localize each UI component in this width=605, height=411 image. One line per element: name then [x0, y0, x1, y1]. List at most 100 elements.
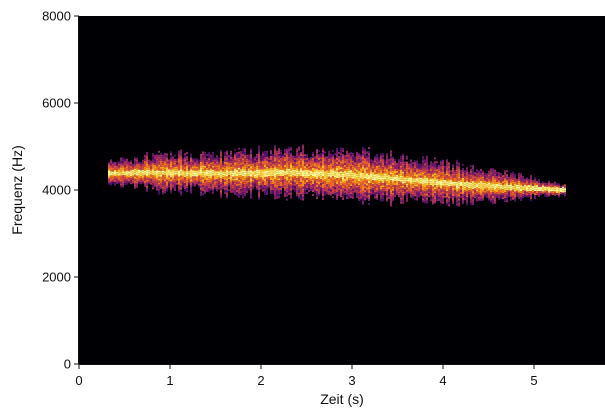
spectrogram-cell	[272, 160, 274, 163]
spectrogram-cell	[366, 181, 368, 184]
spectrogram-cell	[292, 171, 294, 174]
spectrogram-cell	[442, 165, 444, 168]
spectrogram-cell	[182, 165, 184, 168]
spectrogram-cell	[492, 192, 494, 195]
spectrogram-cell	[304, 188, 306, 191]
spectrogram-cell	[274, 149, 276, 152]
spectrogram-cell	[378, 165, 380, 168]
spectrogram-cell	[444, 185, 446, 188]
spectrogram-cell	[360, 190, 362, 193]
spectrogram-cell	[284, 153, 286, 156]
spectrogram-cell	[510, 186, 512, 189]
spectrogram-cell	[218, 159, 220, 162]
spectrogram-cell	[270, 154, 272, 156]
spectrogram-cell	[142, 179, 144, 182]
spectrogram-cell	[522, 194, 524, 197]
spectrogram-cell	[504, 182, 506, 185]
spectrogram-cell	[360, 164, 362, 167]
spectrogram-cell	[342, 147, 344, 150]
spectrogram-cell	[458, 194, 460, 197]
spectrogram-cell	[358, 179, 360, 182]
spectrogram-cell	[272, 154, 274, 157]
spectrogram-cell	[486, 185, 488, 188]
spectrogram-cell	[160, 166, 162, 169]
spectrogram-cell	[530, 187, 532, 190]
spectrogram-cell	[368, 187, 370, 189]
spectrogram-cell	[306, 178, 308, 180]
spectrogram-cell	[492, 172, 494, 175]
spectrogram-cell	[176, 182, 178, 185]
spectrogram-cell	[504, 170, 506, 173]
spectrogram-cell	[258, 167, 260, 170]
spectrogram-cell	[186, 160, 188, 163]
spectrogram-cell	[240, 187, 242, 190]
spectrogram-cell	[360, 188, 362, 191]
spectrogram-cell	[480, 183, 482, 185]
spectrogram-cell	[288, 182, 290, 185]
spectrogram-cell	[292, 167, 294, 170]
spectrogram-cell	[470, 180, 472, 183]
spectrogram-cell	[336, 154, 338, 156]
spectrogram-cell	[152, 163, 154, 166]
spectrogram-cell	[296, 164, 298, 167]
spectrogram-cell	[334, 153, 336, 156]
spectrogram-cell	[292, 185, 294, 188]
spectrogram-cell	[264, 161, 266, 163]
spectrogram-cell	[448, 172, 450, 175]
spectrogram-cell	[194, 180, 196, 183]
spectrogram-cell	[200, 169, 202, 172]
spectrogram-cell	[480, 193, 482, 195]
spectrogram-cell	[256, 155, 258, 158]
spectrogram-cell	[414, 182, 416, 185]
spectrogram-cell	[174, 162, 176, 165]
spectrogram-cell	[468, 194, 470, 197]
spectrogram-cell	[178, 190, 180, 193]
spectrogram-cell	[296, 180, 298, 183]
spectrogram-cell	[464, 180, 466, 183]
spectrogram-cell	[314, 176, 316, 179]
spectrogram-cell	[458, 186, 460, 189]
spectrogram-cell	[216, 161, 218, 164]
spectrogram-cell	[180, 155, 182, 158]
spectrogram-cell	[358, 167, 360, 170]
spectrogram-cell	[358, 189, 360, 192]
spectrogram-cell	[456, 185, 458, 188]
spectrogram-cell	[266, 182, 268, 185]
spectrogram-cell	[188, 182, 190, 185]
spectrogram-cell	[342, 169, 344, 172]
spectrogram-cell	[276, 152, 278, 155]
spectrogram-cell	[310, 181, 312, 184]
spectrogram-cell	[242, 182, 244, 185]
spectrogram-cell	[404, 177, 406, 180]
spectrogram-cell	[312, 172, 314, 174]
spectrogram-cell	[158, 184, 160, 187]
spectrogram-cell	[448, 186, 450, 189]
spectrogram-cell	[194, 174, 196, 177]
spectrogram-cell	[318, 164, 320, 166]
spectrogram-cell	[210, 172, 212, 175]
spectrogram-cell	[286, 172, 288, 175]
spectrogram-cell	[356, 169, 358, 172]
spectrogram-cell	[226, 166, 228, 169]
spectrogram-cell	[318, 172, 320, 174]
spectrogram-cell	[328, 184, 330, 187]
spectrogram-cell	[326, 166, 328, 169]
spectrogram-cell	[492, 190, 494, 193]
spectrogram-cell	[180, 179, 182, 182]
spectrogram-cell	[192, 172, 194, 175]
spectrogram-cell	[546, 186, 548, 189]
spectrogram-cell	[416, 162, 418, 165]
spectrogram-cell	[534, 187, 536, 190]
spectrogram-cell	[218, 177, 220, 180]
spectrogram-cell	[246, 180, 248, 183]
spectrogram-cell	[294, 181, 296, 184]
spectrogram-cell	[430, 175, 432, 178]
spectrogram-cell	[244, 150, 246, 153]
spectrogram-cell	[558, 191, 560, 194]
spectrogram-cell	[224, 181, 226, 184]
spectrogram-cell	[516, 182, 518, 185]
spectrogram-cell	[162, 174, 164, 177]
spectrogram-cell	[314, 178, 316, 181]
spectrogram-cell	[416, 182, 418, 185]
spectrogram-cell	[256, 177, 258, 180]
